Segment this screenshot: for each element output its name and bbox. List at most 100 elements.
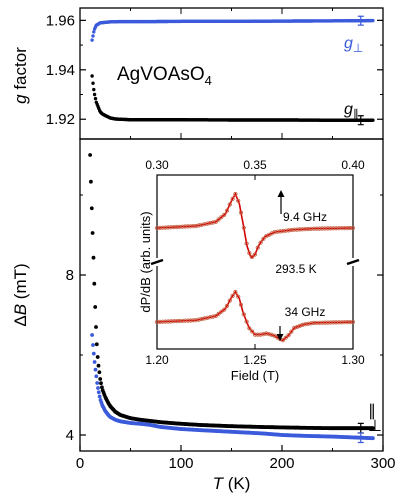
spectrum-point-1 <box>230 293 235 298</box>
T-xtick-label: 200 <box>269 455 294 472</box>
spectrum-point-1 <box>247 326 252 331</box>
g-errorbar-1-point <box>358 118 363 123</box>
dB-series-1-point <box>96 386 100 390</box>
spectrum-point-0 <box>244 241 249 246</box>
spectrum-point-0 <box>294 227 300 232</box>
spectrum-point-1 <box>320 320 325 325</box>
spectrum-point-0 <box>261 236 266 241</box>
spectrum-point-0 <box>350 225 356 231</box>
spectrum-point-0 <box>208 220 213 226</box>
spectrum-point-1 <box>191 318 196 323</box>
spectrum-point-0 <box>194 223 199 229</box>
spectrum-point-0 <box>339 226 344 231</box>
spectrum-point-1 <box>177 318 182 324</box>
spectrum-point-1 <box>210 314 216 319</box>
spectrum-point-0 <box>345 226 350 231</box>
spectrum-point-1 <box>213 313 218 319</box>
spectrum-point-1 <box>331 320 336 325</box>
g-ytick-label: 1.94 <box>46 62 75 79</box>
g-series-1 <box>90 74 375 126</box>
spectrum-point-0 <box>180 224 185 229</box>
spectrum-point-1 <box>303 322 308 327</box>
g-series-label-0: g⊥ <box>344 35 363 55</box>
spectrum-point-0 <box>182 224 188 229</box>
spectrum-point-0 <box>174 224 179 230</box>
spectrum-point-0 <box>289 227 294 233</box>
spectrum-point-0 <box>230 196 235 201</box>
spectrum-point-0 <box>297 227 302 232</box>
spectrum-point-1 <box>216 311 221 316</box>
inset-field-label: Field (T) <box>231 368 279 383</box>
spectrum-point-0 <box>250 254 255 259</box>
spectrum-point-0 <box>177 224 182 229</box>
spectrum-point-0 <box>283 228 288 233</box>
spectrum-point-0 <box>280 229 286 234</box>
spectrum-point-0 <box>213 219 218 224</box>
spectrum-point-1 <box>222 307 227 312</box>
spectrum-point-0 <box>202 222 207 227</box>
dB-series-label-0: ∥ <box>368 403 376 420</box>
spectrum-point-0 <box>306 226 311 232</box>
spectrum-point-0 <box>272 230 277 235</box>
dB-errorbar-1-point <box>358 435 363 440</box>
spectrum-point-0 <box>236 198 241 203</box>
up-arrow-head <box>277 190 285 197</box>
g-series-1-point <box>371 118 375 122</box>
spectrum-point-1 <box>160 319 165 324</box>
spectrum-point-1 <box>227 298 232 303</box>
temperature-label: 293.5 K <box>275 262 316 276</box>
spectrum-point-0 <box>199 222 204 227</box>
dB-series-0-point <box>94 342 99 347</box>
spectrum-point-0 <box>154 225 160 231</box>
frequency-label-0: 9.4 GHz <box>283 210 327 224</box>
spectrum-point-1 <box>266 331 272 337</box>
dB-series-0-point <box>97 370 102 375</box>
spectrum-point-0 <box>185 224 190 229</box>
dB-series-0-point <box>94 325 98 329</box>
spectrum-point-1 <box>174 318 179 324</box>
inset-bottom-xtick-label: 1.30 <box>341 353 365 367</box>
dB-ytick-label: 8 <box>66 267 74 284</box>
spectrum-point-0 <box>160 225 165 230</box>
dB-series-1-point <box>96 390 101 395</box>
dB-series-0-point <box>95 355 100 359</box>
dB-series-0-point <box>90 231 95 235</box>
spectrum-point-1 <box>208 315 213 320</box>
g-ytick-label: 1.96 <box>46 12 75 29</box>
inset-top-xtick-label: 0.30 <box>145 158 169 172</box>
spectrum-point-1 <box>311 320 316 325</box>
spectrum-point-1 <box>342 320 347 325</box>
spectrum-point-1 <box>252 332 258 337</box>
spectrum-point-1 <box>205 315 210 320</box>
spectrum-point-0 <box>334 226 339 231</box>
spectrum-point-1 <box>233 289 238 295</box>
spectrum-point-1 <box>283 335 288 340</box>
spectrum-point-0 <box>311 226 316 231</box>
spectrum-point-0 <box>238 210 244 215</box>
esr-spectrum-inset: 0.30 0.35 0.40 1.20 1.25 1.30 Field (T) dP/dB (… <box>138 158 365 383</box>
dB-series-0-point <box>371 426 375 431</box>
g-errorbar-0-point <box>358 18 363 23</box>
compound-label: AgVOAsO4 <box>117 64 212 88</box>
spectrum-point-0 <box>292 227 297 232</box>
spectrum-point-1 <box>188 318 193 323</box>
g-series-0-point <box>371 18 375 23</box>
spectrum-point-1 <box>286 332 291 338</box>
g-series-1-point <box>90 74 94 78</box>
linewidth-panel: 8 40 100 200 300 T (K) ΔB (mT) ∥⊥ <box>11 138 396 493</box>
T-axis-label: T (K) <box>213 474 251 493</box>
g-series-0-point <box>92 30 96 34</box>
spectrum-point-0 <box>336 226 342 231</box>
spectrum-point-1 <box>241 312 246 317</box>
dB-series-1 <box>90 333 375 444</box>
dB-series-0-point <box>98 377 103 381</box>
dB-series-0-point <box>92 281 97 286</box>
spectrum-point-0 <box>163 225 168 230</box>
spectrum-point-0 <box>222 212 227 217</box>
spectrum-point-1 <box>171 319 176 324</box>
spectrum-point-1 <box>255 332 260 337</box>
inset-top-xtick-label: 0.35 <box>243 158 267 172</box>
spectrum-point-1 <box>317 320 322 325</box>
spectrum-point-0 <box>196 223 202 228</box>
g-factor-panel: 1.96 1.94 1.92 g factor AgVOAsO4 g⊥ g∥ <box>11 7 384 140</box>
